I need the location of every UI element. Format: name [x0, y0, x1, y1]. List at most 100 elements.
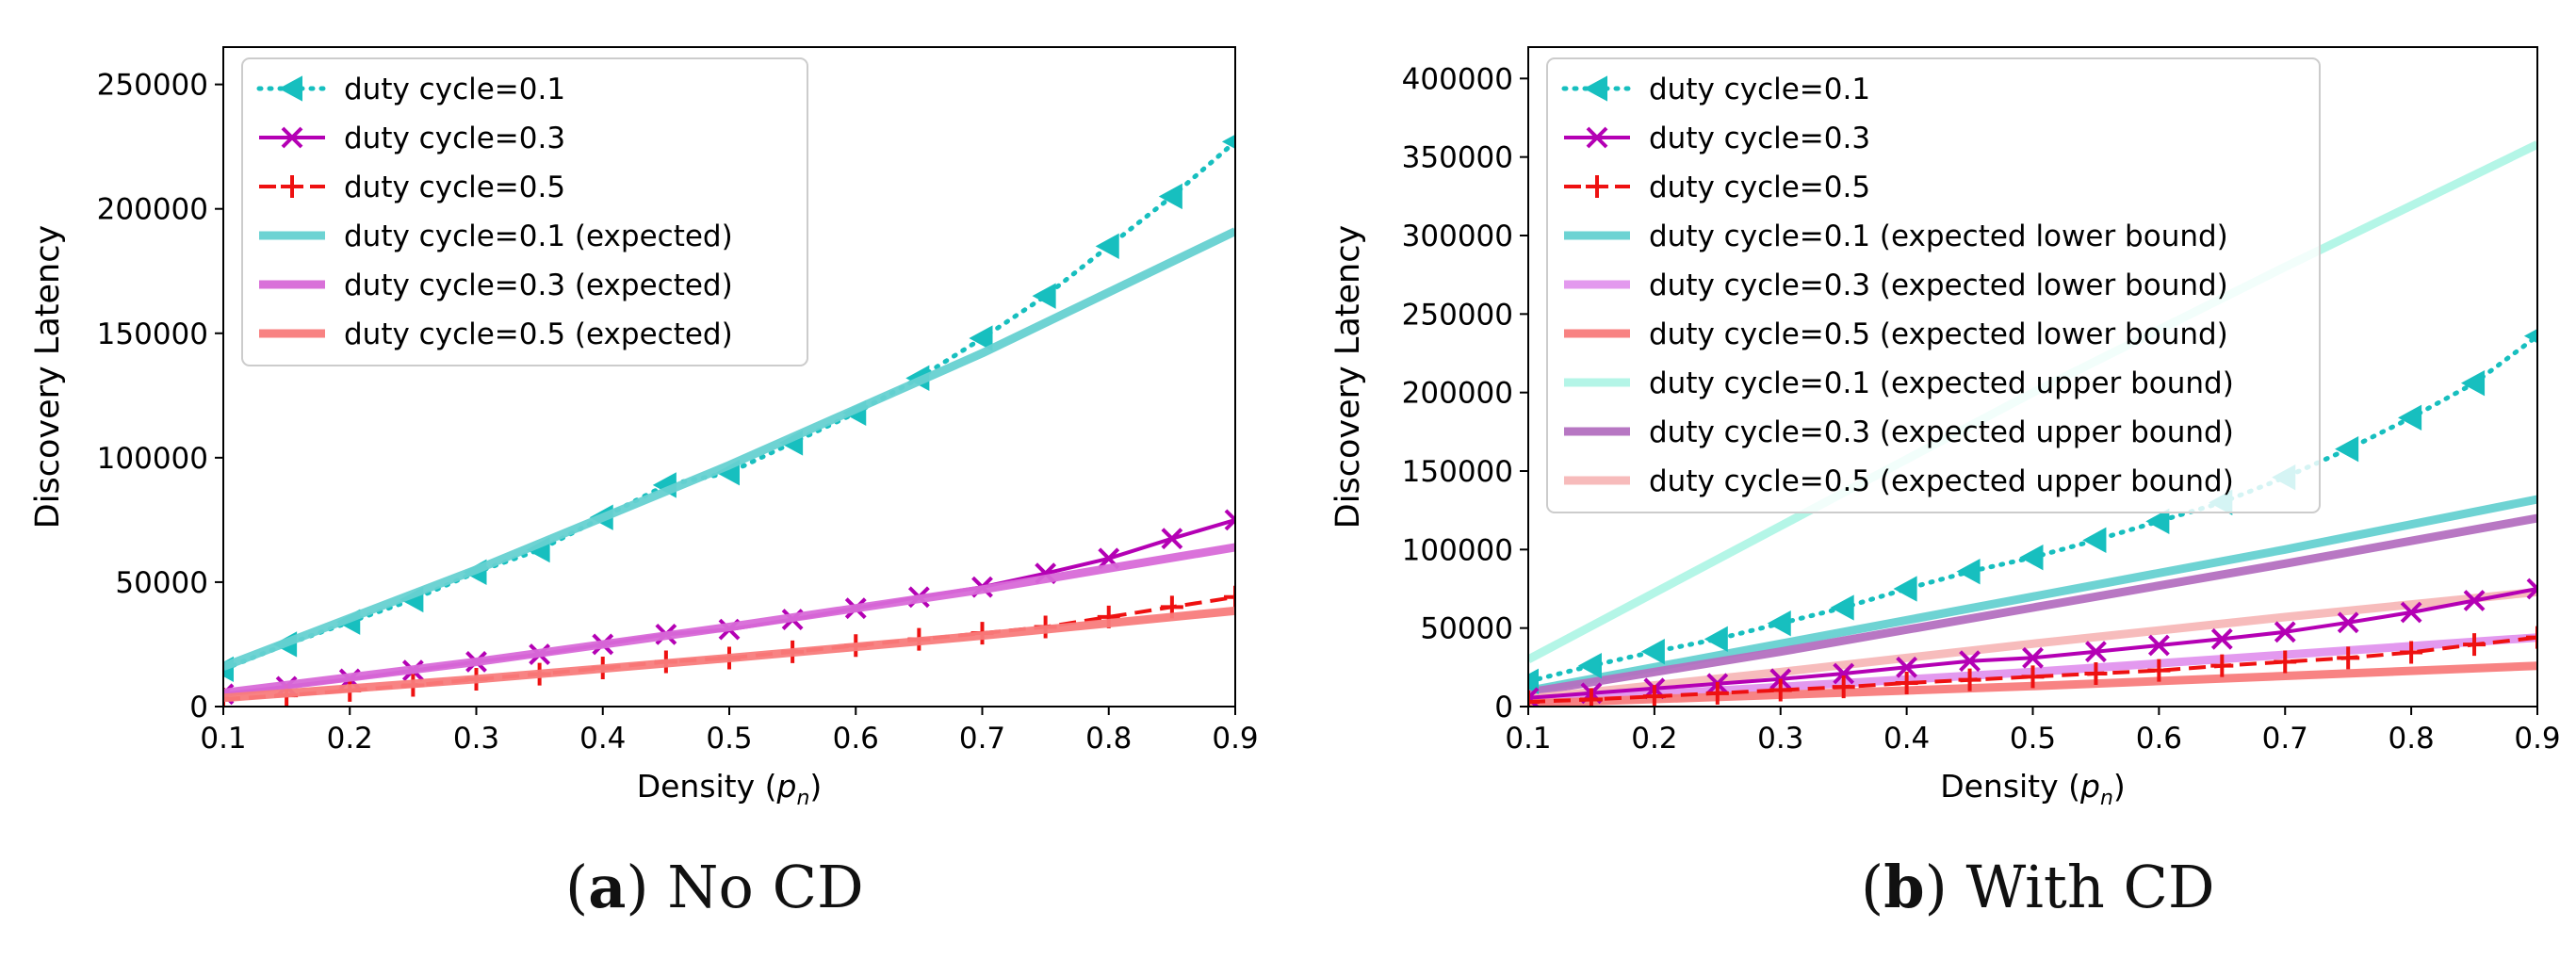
data-point: [2210, 654, 2234, 677]
data-point: [2460, 369, 2486, 397]
legend-entry: duty cycle=0.1: [344, 73, 565, 106]
data-point: [2463, 633, 2486, 657]
x-tick-label: 0.3: [1757, 722, 1803, 756]
data-point: [1642, 685, 1666, 707]
y-tick-label: 50000: [115, 566, 208, 600]
x-axis-label: Density (pn): [637, 768, 823, 810]
data-point: [1528, 668, 1539, 695]
data-point: [1893, 576, 1917, 602]
x-tick-label: 0.9: [1212, 722, 1258, 756]
legend-entry: duty cycle=0.5: [1649, 171, 1870, 204]
y-tick-label: 100000: [1402, 533, 1513, 567]
x-tick-label: 0.1: [200, 722, 246, 756]
y-tick-label: 50000: [1420, 612, 1513, 646]
y-tick-label: 250000: [1402, 298, 1513, 332]
x-tick-label: 0.4: [1883, 722, 1930, 756]
data-point: [2082, 527, 2107, 554]
data-point: [1528, 687, 1540, 707]
legend-entry: duty cycle=0.1 (expected upper bound): [1649, 366, 2234, 400]
data-point: [1895, 672, 1918, 694]
legend: duty cycle=0.1 duty cycle=0.3 duty cycle=0…: [1546, 57, 2321, 513]
data-point: [1161, 528, 1183, 550]
data-point: [2021, 665, 2045, 689]
data-point: [2337, 646, 2360, 670]
data-point: [1956, 558, 1981, 585]
legend-marker: [281, 126, 303, 149]
y-tick-label: 300000: [1402, 220, 1513, 253]
data-point: [1959, 650, 1981, 673]
x-tick-label: 0.6: [833, 722, 879, 756]
legend-entry: duty cycle=0.3 (expected lower bound): [1649, 268, 2228, 302]
x-tick-label: 0.7: [959, 722, 1005, 756]
y-tick-label: 350000: [1402, 141, 1513, 175]
y-tick-label: 0: [1494, 691, 1513, 724]
data-point: [2274, 621, 2296, 643]
data-point: [1830, 594, 1854, 621]
data-point: [2526, 577, 2537, 600]
legend-marker: [1583, 75, 1607, 102]
caption-b: (b) With CD: [1861, 853, 2215, 921]
legend: duty cycle=0.1 duty cycle=0.3 duty cycle=0…: [241, 57, 808, 366]
data-point: [2274, 650, 2297, 674]
data-point: [1528, 691, 1540, 707]
data-point: [2019, 544, 2044, 571]
legend-entry: duty cycle=0.1 (expected): [344, 220, 733, 253]
data-point: [2145, 508, 2170, 535]
x-tick-label: 0.4: [579, 722, 626, 756]
legend-box: [1546, 57, 2321, 513]
y-tick-label: 100000: [97, 442, 208, 476]
data-point: [1158, 183, 1182, 210]
data-point: [2463, 590, 2486, 611]
y-tick-label: 150000: [97, 317, 208, 351]
data-point: [2526, 626, 2537, 649]
x-tick-label: 0.2: [1631, 722, 1677, 756]
x-tick-label: 0.2: [327, 722, 373, 756]
data-point: [1704, 626, 1728, 653]
data-point: [1095, 233, 1119, 260]
x-tick-label: 0.8: [1085, 722, 1132, 756]
x-tick-label: 0.3: [453, 722, 499, 756]
data-point: [2147, 634, 2170, 657]
x-tick-label: 0.8: [2388, 722, 2434, 756]
x-axis-label: Density (pn): [1940, 768, 2126, 810]
series-line: [1528, 513, 2537, 697]
data-point: [2022, 646, 2044, 669]
data-point: [2400, 641, 2423, 664]
data-point: [1767, 610, 1791, 637]
legend-marker: [1586, 126, 1608, 149]
data-point: [2400, 601, 2422, 624]
legend-entry: duty cycle=0.1 (expected lower bound): [1649, 220, 2228, 253]
data-point: [1705, 681, 1729, 705]
series-line: [1528, 587, 2537, 704]
series-line: [223, 138, 1235, 672]
legend-entry: duty cycle=0.3: [344, 122, 565, 155]
series-line: [1528, 495, 2537, 695]
data-point: [1958, 668, 1981, 691]
y-tick-label: 150000: [1402, 455, 1513, 489]
x-tick-label: 0.6: [2136, 722, 2182, 756]
x-tick-label: 0.5: [2010, 722, 2056, 756]
series-line: [1528, 635, 2537, 704]
data-point: [2147, 659, 2171, 682]
legend-marker: [281, 175, 303, 198]
data-point: [1833, 662, 1855, 685]
legend-entry: duty cycle=0.5 (expected lower bound): [1649, 317, 2228, 351]
chart-panel-a: 0.1 0.2 0.3 0.4 0.5 0.6 0.7 0.8 0.9 0 50000 100000 1…: [29, 46, 1259, 810]
legend-entry: duty cycle=0.5: [344, 171, 565, 204]
data-point: [2335, 435, 2359, 463]
plot-area-a: [223, 134, 1235, 707]
legend-entry: duty cycle=0.3 (expected upper bound): [1649, 415, 2234, 449]
series-line: [223, 227, 1235, 671]
legend-entry: duty cycle=0.3 (expected): [344, 268, 733, 302]
data-point: [1224, 509, 1235, 531]
x-tick-label: 0.5: [706, 722, 752, 756]
y-axis-label: Discovery Latency: [29, 225, 67, 529]
legend-entry: duty cycle=0.1: [1649, 73, 1870, 106]
legend-marker: [1586, 175, 1608, 198]
legend-entry: duty cycle=0.3: [1649, 122, 1870, 155]
data-point: [2085, 641, 2107, 663]
data-point: [1579, 688, 1603, 707]
data-point: [2398, 404, 2422, 431]
y-tick-label: 0: [189, 691, 208, 724]
data-point: [969, 325, 993, 351]
